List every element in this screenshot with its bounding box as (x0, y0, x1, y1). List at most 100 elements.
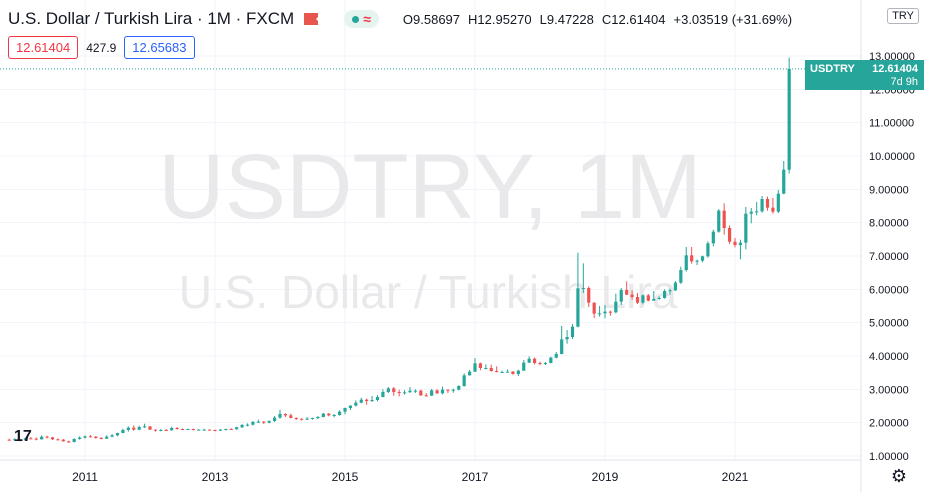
candle-body (765, 199, 770, 208)
candle-body (327, 413, 331, 416)
candle-body (202, 429, 206, 431)
sell-button[interactable]: 12.61404 (8, 36, 79, 59)
tradingview-logo-icon[interactable]: 17 (14, 428, 32, 445)
x-tick-label: 2021 (722, 470, 749, 484)
candle-body (505, 371, 510, 373)
candle-body (467, 371, 472, 376)
candle-body (197, 429, 201, 431)
candle-body (722, 210, 726, 228)
candle-body (251, 422, 255, 425)
candle-body (29, 438, 33, 440)
candle-body (316, 417, 320, 418)
candle-body (511, 371, 515, 374)
candle-body (72, 439, 76, 442)
candle-body (278, 414, 282, 418)
candle-body (229, 429, 233, 430)
candle-body (690, 255, 694, 262)
candle-body (207, 429, 212, 431)
candle-body (224, 429, 228, 430)
candle-body (727, 228, 732, 242)
candle-body (516, 370, 520, 374)
candle-body (321, 413, 325, 417)
y-tick-label: 10.00000 (869, 151, 915, 163)
candle-body (592, 302, 596, 314)
candle-body (679, 270, 683, 283)
candle-body (430, 390, 434, 396)
candle-body (126, 427, 130, 430)
price-tag-countdown: 7d 9h (890, 76, 918, 88)
candle-body (554, 354, 558, 358)
x-tick-label: 2013 (202, 470, 229, 484)
buy-button[interactable]: 12.65683 (124, 36, 195, 59)
candle-body (262, 421, 266, 423)
candle-body (343, 408, 347, 412)
candle-body (94, 436, 98, 438)
candle-body (614, 301, 618, 313)
candle-body (717, 210, 721, 232)
watermark-symbol: USDTRY, 1M (158, 136, 702, 238)
price-tag-price: 12.61404 (872, 63, 918, 75)
status-wave-icon: ≈ (363, 11, 371, 27)
candle-body (348, 405, 353, 408)
candle-body (121, 430, 125, 433)
candle-body (619, 290, 623, 302)
candle-body (597, 313, 602, 315)
candle-body (148, 426, 152, 430)
candle-body (462, 375, 466, 386)
market-status[interactable]: ≈ (344, 10, 379, 28)
candle-body (549, 357, 553, 363)
candle-body (402, 392, 407, 394)
candle-body (272, 417, 277, 421)
spread-value: 427.9 (86, 40, 117, 55)
candle-body (381, 392, 385, 397)
y-tick-label: 4.00000 (869, 351, 909, 363)
candle-body (495, 371, 499, 372)
x-tick-label: 2019 (592, 470, 619, 484)
candle-body (662, 291, 667, 298)
candle-body (646, 295, 650, 301)
candle-body (570, 326, 575, 337)
candle-body (473, 363, 477, 372)
candle-body (776, 193, 780, 212)
candle-body (153, 429, 158, 431)
candle-body (18, 439, 22, 441)
candle-body (608, 311, 613, 313)
candle-body (99, 438, 103, 439)
candle-body (110, 435, 114, 437)
candle-body (560, 339, 564, 354)
ohlc-open: O9.58697 (402, 11, 461, 27)
candle-body (56, 439, 60, 441)
candle-body (370, 400, 374, 401)
candle-body (532, 358, 537, 363)
candle-body (115, 433, 120, 436)
candle-body (408, 390, 412, 393)
last-price-tag: USDTRY 12.61404 7d 9h (805, 60, 924, 90)
price-axis[interactable]: 1.00000 2.00000 3.00000 4.00000 5.00000 6.000… (869, 51, 915, 463)
candle-body (581, 288, 585, 289)
x-tick-label: 2017 (462, 470, 489, 484)
candle-body (711, 231, 715, 244)
settings-gear-icon[interactable]: ⚙ (890, 466, 907, 486)
candle-body (245, 424, 250, 426)
candle-body (565, 337, 569, 340)
candle-body (142, 426, 147, 428)
symbol-title[interactable]: U.S. Dollar / Turkish Lira · 1M · FXCM (8, 9, 295, 28)
candle-body (706, 243, 710, 257)
time-axis[interactable]: 2011 2013 2015 2017 2019 2021 (72, 470, 749, 484)
candle-body (305, 418, 309, 420)
candle-body (543, 363, 548, 364)
chart-grid (0, 0, 861, 460)
candle-body (375, 397, 380, 400)
candle-body (132, 427, 136, 430)
candle-body (625, 290, 629, 295)
currency-button[interactable]: TRY (887, 8, 919, 24)
ohlc-values: O9.58697 H12.95270 L9.47228 C12.61404 +3… (403, 12, 792, 27)
candle-body (424, 395, 428, 397)
candle-body (23, 438, 28, 441)
candle-body (7, 439, 11, 441)
flag-icon[interactable] (304, 13, 320, 25)
candle-body (397, 392, 401, 393)
candle-body (641, 295, 645, 303)
candle-body (392, 388, 396, 392)
